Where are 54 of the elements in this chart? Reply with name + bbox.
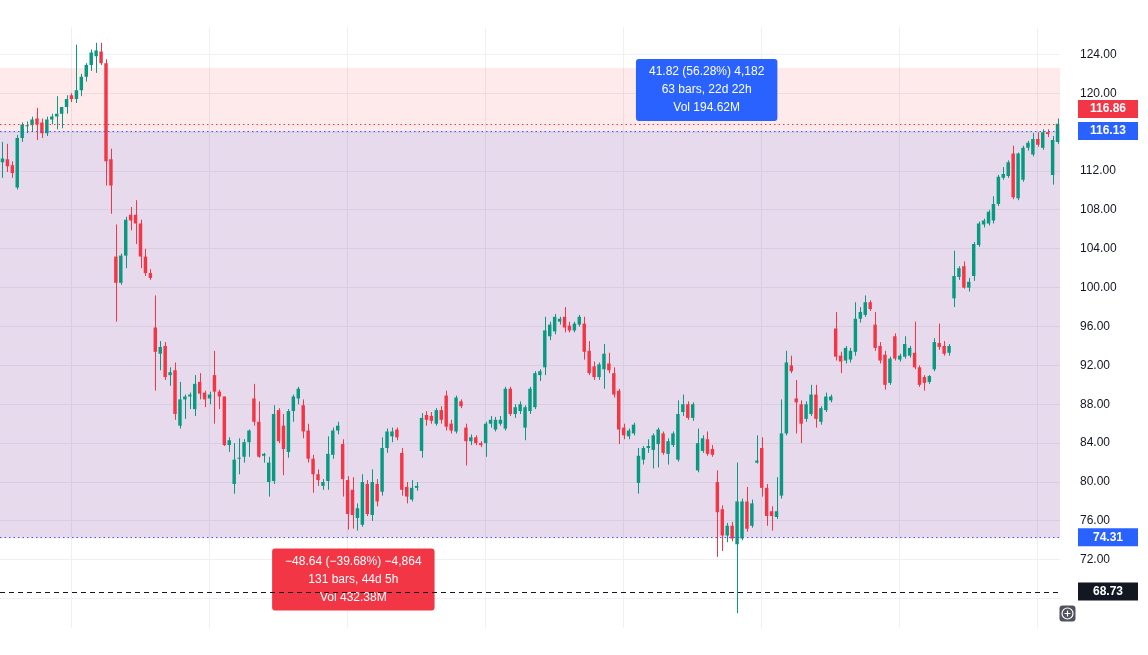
candlestick [607,352,611,374]
candlestick [237,437,241,475]
candlestick [5,143,10,173]
ref-line-label: 116.13 [1089,123,1127,138]
candlestick [838,351,843,374]
candlestick [74,44,79,104]
candlestick [252,383,256,427]
candlestick [730,521,734,542]
candlestick [311,454,315,494]
candlestick [893,332,897,362]
ref-line-label: 74.31 [1092,529,1124,544]
candlestick [656,427,660,468]
y-tick-label: 72.00 [1080,552,1111,567]
y-tick-label: 80.00 [1080,474,1111,489]
y-tick-label: 108.00 [1080,202,1118,217]
y-tick-label: 124.00 [1080,46,1118,61]
candlestick [168,366,172,387]
candlestick [774,476,779,520]
candlestick [128,206,133,231]
candlestick [962,260,966,290]
candlestick [158,340,162,371]
candlestick [0,141,5,179]
band-label: 41.82 (56.28%) 4,182 63 bars, 22d 22h Vol 194.62M [648,64,765,115]
candlestick [247,429,251,458]
candlestick [464,423,468,466]
y-tick-label: 76.00 [1080,513,1111,528]
candlestick [799,399,803,444]
candlestick [99,42,103,66]
y-tick-label: 84.00 [1080,435,1111,450]
candlestick [375,478,379,507]
candlestick [45,116,49,137]
candlestick [133,199,138,245]
candlestick [917,364,922,388]
y-tick-label: 100.00 [1080,279,1118,294]
band-label: −48.64 (−39.68%) −4,864 131 bars, 44d 5h Vol 432.38M [285,553,422,604]
candlestick [661,430,665,456]
candlestick [641,445,646,466]
candlestick [242,438,246,464]
ref-line-label: 68.73 [1092,583,1124,598]
candlestick [84,62,89,83]
candlestick [409,479,414,502]
candlestick [681,394,685,417]
y-tick-label: 120.00 [1080,85,1118,100]
candlestick [794,379,798,434]
y-tick-label: 88.00 [1080,396,1111,411]
candlestick [725,522,729,543]
candlestick [197,372,202,400]
candlestick [750,499,754,529]
ref-line-label: 116.86 [1089,101,1127,116]
y-tick-label: 92.00 [1080,357,1111,372]
y-tick-label: 112.00 [1080,163,1117,178]
y-tick-label: 104.00 [1080,241,1118,256]
candlestick [755,434,759,465]
y-tick-label: 96.00 [1080,318,1111,333]
